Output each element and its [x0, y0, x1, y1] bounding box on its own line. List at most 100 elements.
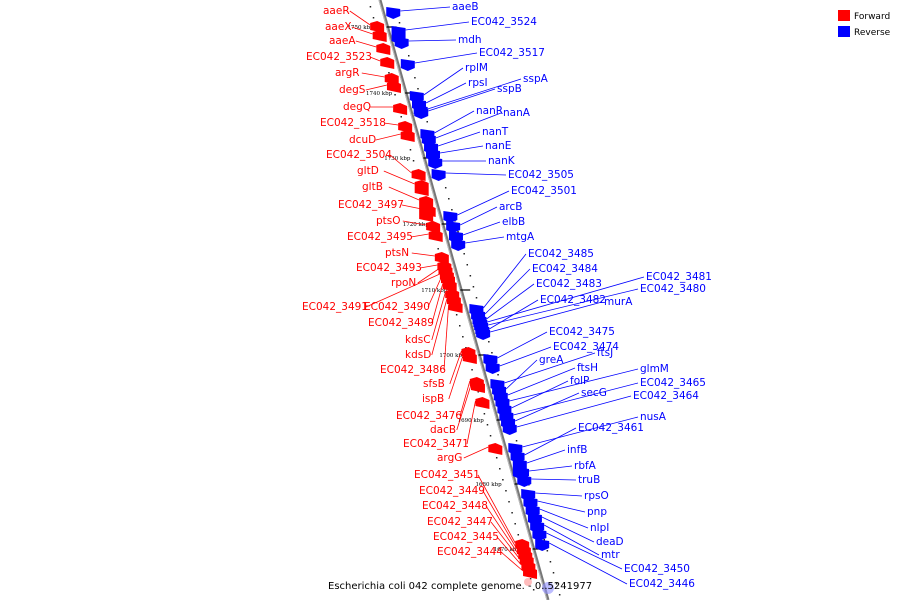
- gene-block-aaeX[interactable]: [372, 30, 387, 42]
- gene-block-EC042_3486[interactable]: [448, 301, 463, 313]
- gene-block-EC042_3497[interactable]: [421, 205, 436, 217]
- gene-block-mdh[interactable]: [394, 37, 409, 49]
- gene-label-nlpI[interactable]: nlpI: [590, 522, 609, 534]
- gene-label-kdsC[interactable]: kdsC: [405, 334, 431, 346]
- gene-label-EC042_3482[interactable]: EC042_3482: [540, 294, 606, 306]
- gene-label-sspA[interactable]: sspA: [523, 73, 549, 85]
- gene-block-EC042_3474[interactable]: [485, 362, 500, 374]
- gene-block-ptsN[interactable]: [434, 252, 449, 264]
- gene-block-nanK[interactable]: [428, 157, 443, 169]
- gene-block-EC042_3450[interactable]: [532, 529, 547, 541]
- gene-label-EC042_3475[interactable]: EC042_3475: [549, 326, 615, 338]
- gene-label-degQ[interactable]: degQ: [343, 101, 371, 113]
- gene-label-EC042_3480[interactable]: EC042_3480: [640, 283, 706, 295]
- gene-label-folP[interactable]: folP: [570, 375, 589, 387]
- gene-label-mtgA[interactable]: mtgA: [506, 231, 535, 243]
- gene-block-EC042_3444[interactable]: [523, 567, 538, 579]
- gene-label-EC042_3517[interactable]: EC042_3517: [479, 47, 545, 59]
- gene-label-EC042_3490[interactable]: EC042_3490: [364, 301, 430, 313]
- gene-label-EC042_3485[interactable]: EC042_3485: [528, 248, 594, 260]
- gene-block-aaeA[interactable]: [376, 43, 391, 55]
- gene-label-EC042_3465[interactable]: EC042_3465: [640, 377, 706, 389]
- gene-label-EC042_3474[interactable]: EC042_3474: [553, 341, 619, 353]
- gene-block-EC042_3464[interactable]: [502, 423, 517, 435]
- gene-block-ptsO[interactable]: [426, 221, 441, 233]
- gene-label-EC042_3523[interactable]: EC042_3523: [306, 51, 372, 63]
- gene-block-EC042_3446[interactable]: [535, 539, 550, 551]
- gene-label-kdsD[interactable]: kdsD: [405, 349, 431, 361]
- gene-label-rbfA[interactable]: rbfA: [574, 460, 597, 472]
- gene-label-gltD[interactable]: gltD: [357, 165, 379, 177]
- gene-block-EC042_3495[interactable]: [428, 230, 443, 242]
- gene-label-secG[interactable]: secG: [581, 387, 607, 399]
- gene-label-nusA[interactable]: nusA: [640, 411, 667, 423]
- gene-label-sfsB[interactable]: sfsB: [423, 378, 445, 390]
- gene-block-argG[interactable]: [488, 443, 503, 455]
- gene-label-dacB[interactable]: dacB: [430, 424, 456, 436]
- gene-label-EC042_3497[interactable]: EC042_3497: [338, 199, 404, 211]
- gene-label-mdh[interactable]: mdh: [458, 34, 482, 46]
- gene-label-aaeA[interactable]: aaeA: [329, 35, 356, 47]
- gene-label-EC042_3504[interactable]: EC042_3504: [326, 149, 392, 161]
- gene-block-truB[interactable]: [517, 475, 532, 487]
- gene-block-aaeR[interactable]: [370, 21, 385, 33]
- gene-block-aaeB[interactable]: [386, 7, 401, 19]
- gene-label-EC042_3495[interactable]: EC042_3495: [347, 231, 413, 243]
- gene-label-rplM[interactable]: rplM: [465, 62, 488, 74]
- gene-block-EC042_3523[interactable]: [380, 57, 395, 69]
- gene-label-rpoN[interactable]: rpoN: [391, 277, 416, 289]
- gene-label-murA[interactable]: murA: [604, 296, 633, 308]
- gene-label-EC042_3461[interactable]: EC042_3461: [578, 422, 644, 434]
- gene-label-EC042_3449[interactable]: EC042_3449: [419, 485, 485, 497]
- gene-label-argR[interactable]: argR: [335, 67, 360, 79]
- gene-label-nanA[interactable]: nanA: [503, 107, 531, 119]
- gene-label-ftsJ[interactable]: ftsJ: [597, 347, 613, 359]
- gene-label-aaeR[interactable]: aaeR: [323, 5, 350, 17]
- gene-block-dacB[interactable]: [470, 381, 485, 393]
- gene-block-EC042_3471[interactable]: [475, 397, 490, 409]
- gene-label-nanR[interactable]: nanR: [476, 105, 503, 117]
- gene-label-EC042_3464[interactable]: EC042_3464: [633, 390, 699, 402]
- gene-label-EC042_3501[interactable]: EC042_3501: [511, 185, 577, 197]
- gene-label-deaD[interactable]: deaD: [596, 536, 624, 548]
- gene-block-dcuD[interactable]: [400, 130, 415, 142]
- gene-label-greA[interactable]: greA: [539, 354, 564, 366]
- gene-label-truB[interactable]: truB: [578, 474, 600, 486]
- gene-label-EC042_3483[interactable]: EC042_3483: [536, 278, 602, 290]
- gene-label-ptsO[interactable]: ptsO: [376, 215, 401, 227]
- gene-label-infB[interactable]: infB: [567, 444, 587, 456]
- gene-block-ispB[interactable]: [462, 352, 477, 364]
- gene-block-sspB[interactable]: [414, 107, 429, 119]
- gene-block-EC042_3517[interactable]: [400, 59, 415, 71]
- gene-label-mtr[interactable]: mtr: [601, 549, 620, 561]
- gene-label-EC042_3446[interactable]: EC042_3446: [629, 578, 695, 590]
- gene-label-aaeB[interactable]: aaeB: [452, 1, 479, 13]
- gene-block-EC042_3504[interactable]: [411, 169, 426, 181]
- gene-label-EC042_3476[interactable]: EC042_3476: [396, 410, 462, 422]
- gene-label-EC042_3451[interactable]: EC042_3451: [414, 469, 480, 481]
- gene-block-gltD[interactable]: [414, 180, 429, 196]
- gene-label-EC042_3450[interactable]: EC042_3450: [624, 563, 690, 575]
- gene-label-EC042_3444[interactable]: EC042_3444: [437, 546, 503, 558]
- gene-label-EC042_3491[interactable]: EC042_3491: [302, 301, 368, 313]
- gene-label-ftsH[interactable]: ftsH: [577, 362, 598, 374]
- gene-label-EC042_3484[interactable]: EC042_3484: [532, 263, 598, 275]
- gene-block-murA[interactable]: [476, 328, 491, 340]
- gene-block-EC042_3505[interactable]: [431, 169, 446, 181]
- gene-label-elbB[interactable]: elbB: [502, 216, 525, 228]
- gene-label-sspB[interactable]: sspB: [497, 83, 522, 95]
- gene-block-degS[interactable]: [386, 81, 401, 93]
- gene-label-EC042_3493[interactable]: EC042_3493: [356, 262, 422, 274]
- gene-label-ptsN[interactable]: ptsN: [385, 247, 409, 259]
- gene-label-EC042_3481[interactable]: EC042_3481: [646, 271, 712, 283]
- gene-label-EC042_3524[interactable]: EC042_3524: [471, 16, 537, 28]
- gene-label-gltB[interactable]: gltB: [362, 181, 383, 193]
- gene-block-EC042_3518[interactable]: [398, 121, 413, 133]
- gene-label-rpsI[interactable]: rpsI: [468, 77, 488, 89]
- gene-label-dcuD[interactable]: dcuD: [349, 134, 376, 146]
- gene-label-ispB[interactable]: ispB: [422, 393, 444, 405]
- gene-label-EC042_3447[interactable]: EC042_3447: [427, 516, 493, 528]
- gene-label-arcB[interactable]: arcB: [499, 201, 523, 213]
- gene-label-aaeX[interactable]: aaeX: [325, 21, 352, 33]
- gene-label-EC042_3489[interactable]: EC042_3489: [368, 317, 434, 329]
